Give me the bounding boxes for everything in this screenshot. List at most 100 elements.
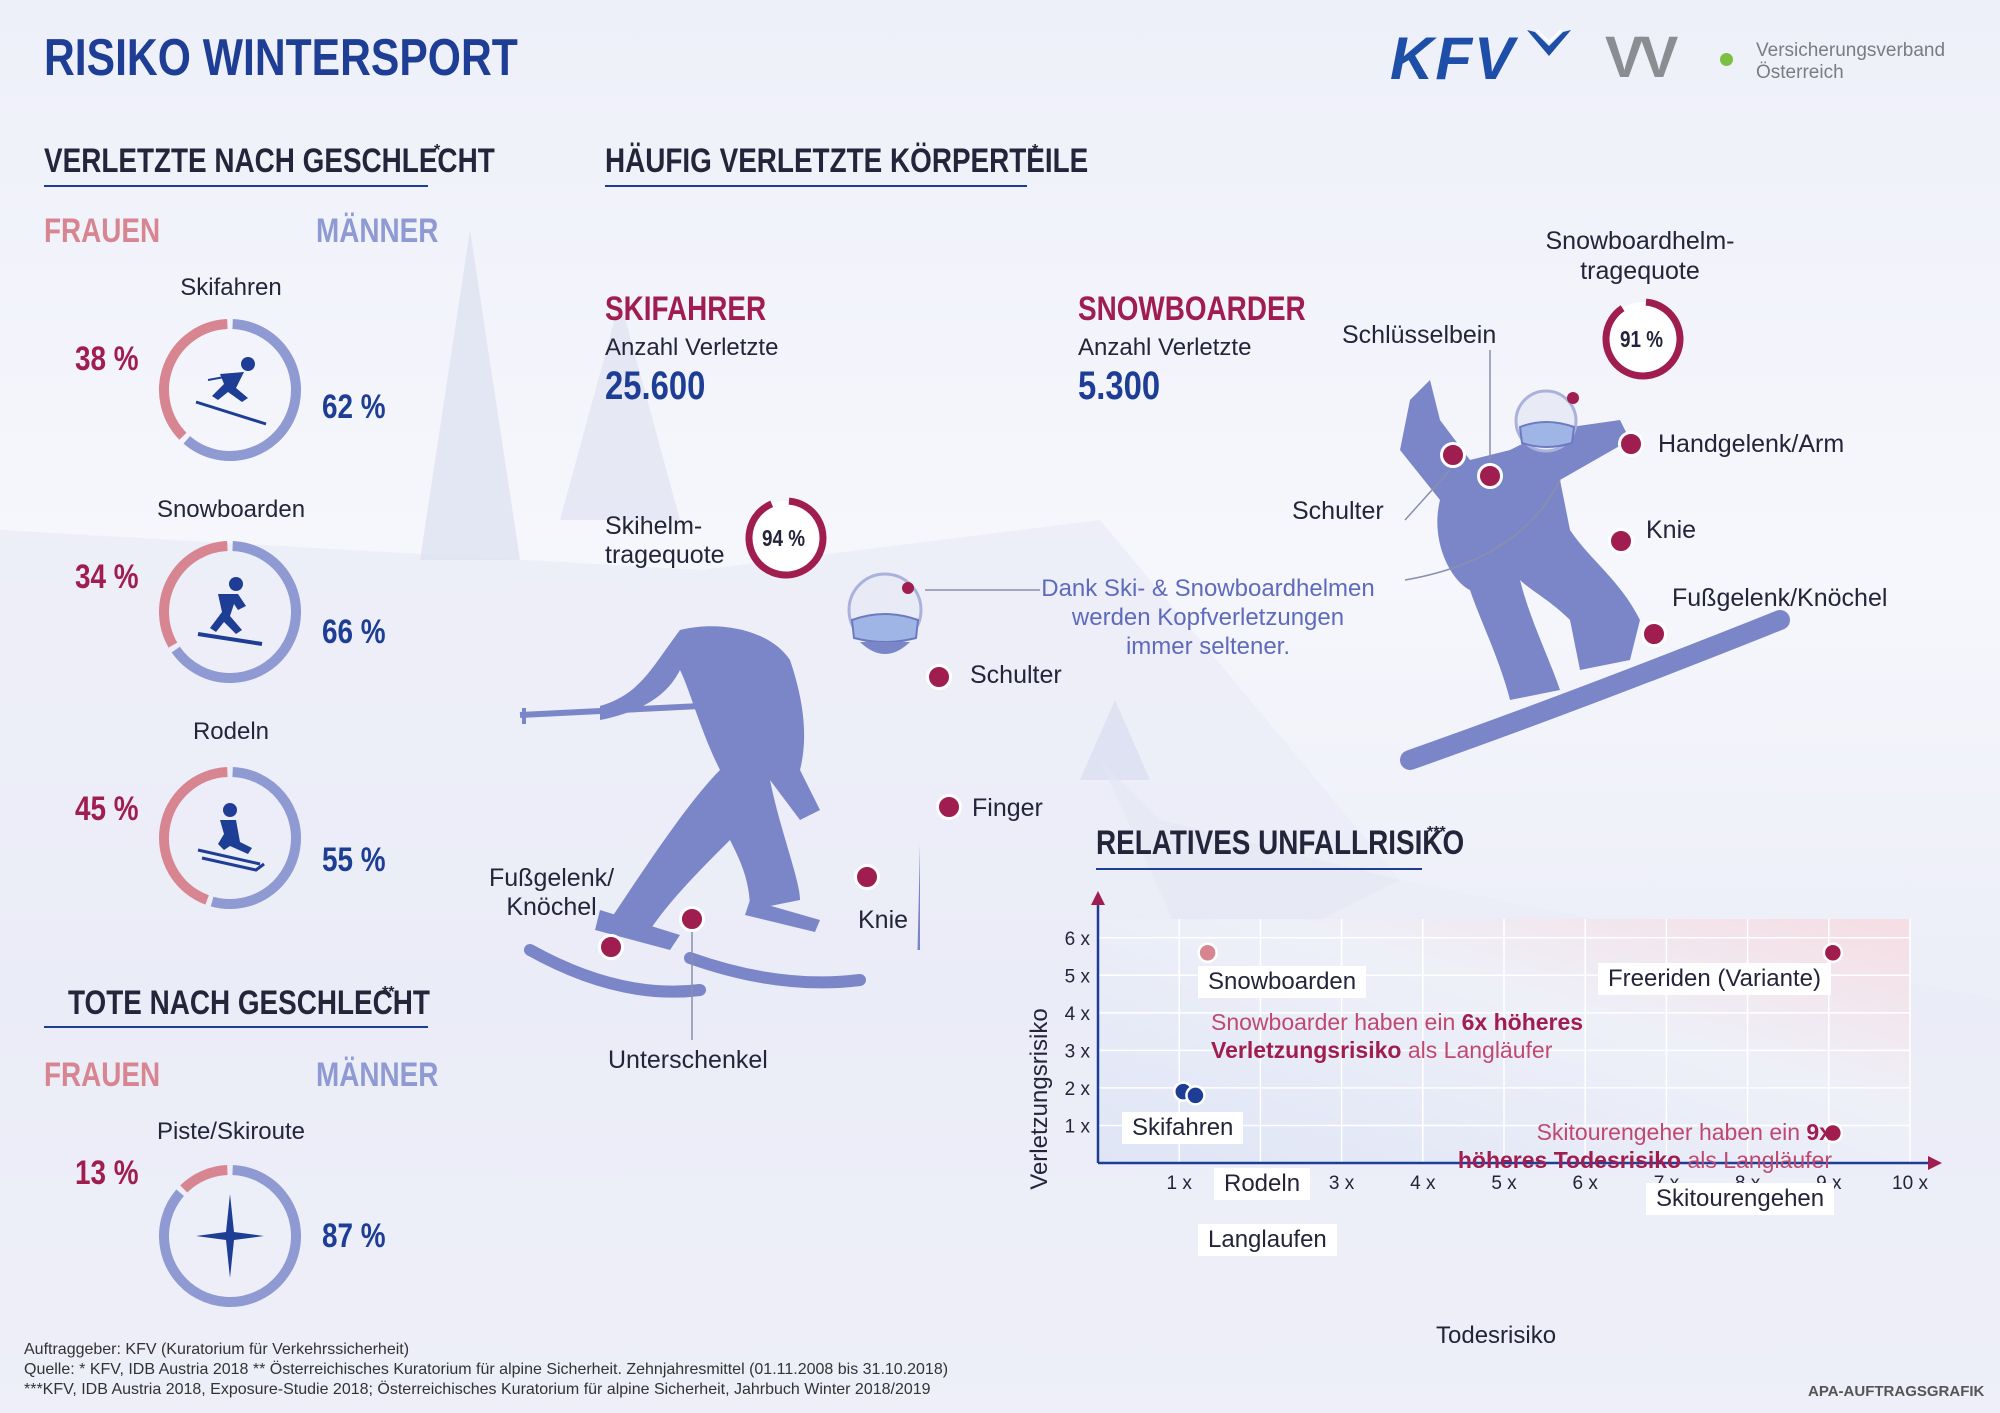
section-title-verletzte-star: * — [434, 142, 441, 159]
pct-maenner-snowboarden: 66 % — [322, 613, 386, 651]
injury-dot-ski-unterschenkel — [679, 906, 705, 932]
donut-snowboarden-maenner-arc — [171, 541, 301, 683]
point-label-skitourengehen: Skitourengehen — [1646, 1183, 1835, 1215]
x-axis-arrow — [1928, 1156, 1942, 1170]
pct-maenner-rodeln: 55 % — [322, 841, 386, 879]
snowboarder-head — [1514, 389, 1578, 453]
donut-rodeln — [159, 767, 301, 909]
injury-dot-sb-schulter — [1440, 442, 1466, 468]
sled-icon — [197, 803, 265, 872]
x-tick-label: 4 x — [1410, 1173, 1436, 1194]
pct-frauen-tote: 13 % — [75, 1154, 139, 1192]
y-tick-label: 3 x — [1065, 1041, 1091, 1062]
helm-ring-bg — [749, 501, 823, 575]
injury-dot-ski-finger — [936, 794, 962, 820]
y-tick-label: 6 x — [1065, 929, 1091, 950]
point-label-snowboarden: Snowboarden — [1198, 966, 1367, 998]
scatter-point-snowboarden — [1197, 942, 1218, 964]
injury-dot-sb-handgelenk — [1618, 431, 1644, 457]
page-title: RISIKO WINTERSPORT — [44, 29, 518, 87]
sport-label-piste: Piste/Skiroute — [156, 1118, 306, 1145]
skifahrer-count: 25.600 — [605, 364, 706, 408]
legend-frauen-tote: FRAUEN — [44, 1056, 161, 1094]
injury-dot-sb-fuss — [1641, 621, 1667, 647]
section-underline-verletzte — [44, 185, 428, 187]
pct-maenner-tote: 87 % — [322, 1217, 386, 1255]
sport-label-snowboarden: Snowboarden — [156, 496, 306, 523]
injury-dot-sb-head — [1567, 392, 1579, 404]
pct-frauen-skifahren: 38 % — [75, 340, 139, 378]
x-tick-label: 10 x — [1892, 1173, 1928, 1194]
x-tick-label: 3 x — [1329, 1173, 1355, 1194]
skifahrer-sub: Anzahl Verletzte — [605, 334, 779, 361]
sport-label-rodeln: Rodeln — [192, 718, 270, 745]
chart-title: RELATIVES UNFALLRISIKO — [1096, 824, 1465, 862]
donut-skifahren — [159, 319, 301, 461]
label-sb-fuss: Fußgelenk/Knöchel — [1672, 584, 1888, 612]
donut-rodeln-frauen-arc — [159, 767, 228, 905]
chart-xlabel: Todesrisiko — [1436, 1322, 1557, 1349]
label-sb-knie: Knie — [1646, 516, 1697, 544]
label-sb-schluesselbein: Schlüsselbein — [1342, 321, 1497, 349]
x-tick-label: 5 x — [1491, 1173, 1517, 1194]
footer-credit: APA-AUFTRAGSGRAFIK — [1808, 1383, 1985, 1400]
point-label-langlaufen: Langlaufen — [1198, 1224, 1337, 1256]
injury-dot-ski-schulter — [926, 664, 952, 690]
section-underline-koerperteile — [605, 185, 1027, 187]
vv-logo-text: Versicherungsverband Österreich — [1756, 40, 1946, 83]
helm-ring-arc — [745, 497, 827, 579]
ski-helm-pct: 94 % — [762, 525, 805, 551]
chart-title-star: *** — [1427, 824, 1446, 841]
scatter-point-skitourengehen — [1822, 1122, 1844, 1144]
kfv-logo: KFV — [1390, 25, 1516, 92]
section-title-verletzte: VERLETZTE NACH GESCHLECHT — [44, 142, 495, 180]
donut-tote — [159, 1165, 301, 1307]
skier-icon — [195, 357, 267, 426]
injury-dot-ski-fuss — [598, 934, 624, 960]
snowboarder-title: SNOWBOARDER — [1078, 290, 1306, 328]
section-underline-tote — [44, 1026, 428, 1028]
ski-helm-ring — [745, 497, 827, 579]
y-tick-label: 5 x — [1065, 966, 1091, 987]
sb-helm-pct: 91 % — [1620, 326, 1663, 352]
y-axis-arrow — [1091, 891, 1105, 905]
donut-skifahren-maenner-arc — [183, 319, 301, 461]
skifahrer-title: SKIFAHRER — [605, 290, 767, 328]
donut-skifahren-frauen-arc — [159, 319, 228, 440]
snowboarder-icon — [197, 577, 263, 646]
label-sb-schulter: Schulter — [1292, 497, 1384, 525]
chart-note-skitouren: Skitourengeher haben ein 9x höheres Tode… — [1457, 1119, 1832, 1173]
sport-label-skifahren: Skifahren — [180, 274, 282, 301]
label-ski-schulter: Schulter — [970, 661, 1062, 689]
sb-helm-label: Snowboardhelm- tragequote — [1545, 227, 1735, 285]
label-ski-fuss: Fußgelenk/ Knöchel — [489, 864, 615, 921]
legend-maenner-tote: MÄNNER — [316, 1056, 439, 1094]
helm-ring-arc — [1602, 298, 1684, 380]
x-tick-label: 1 x — [1167, 1173, 1193, 1194]
scatter-point-rodeln — [1185, 1085, 1206, 1106]
legend-maenner: MÄNNER — [316, 212, 439, 250]
injury-dot-ski-head — [902, 582, 914, 594]
pct-frauen-rodeln: 45 % — [75, 790, 139, 828]
footer-sources: Auftraggeber: KFV (Kuratorium für Verkeh… — [24, 1341, 949, 1398]
vv-logo: VV — [1605, 25, 1678, 90]
donut-snowboarden-frauen-arc — [159, 541, 228, 648]
scatter-point-freeriden — [1822, 942, 1844, 964]
sb-helm-ring — [1602, 298, 1684, 380]
point-label-skifahren: Skifahren — [1122, 1112, 1244, 1144]
donut-snowboarden — [159, 541, 301, 683]
y-tick-label: 1 x — [1065, 1116, 1091, 1137]
injury-dot-sb-schluesselbein — [1477, 463, 1503, 489]
skier-figure — [519, 626, 920, 998]
label-ski-knie: Knie — [858, 906, 909, 934]
label-ski-unterschenkel: Unterschenkel — [608, 1046, 768, 1074]
helmet-note: Dank Ski- & Snowboardhelmen werden Kopfv… — [1041, 575, 1375, 660]
injury-dot-sb-knie — [1608, 528, 1634, 554]
section-title-tote-star: ** — [382, 984, 395, 1001]
snowboarder-count: 5.300 — [1078, 364, 1161, 408]
injury-dot-ski-knie — [854, 864, 880, 890]
pct-maenner-skifahren: 62 % — [322, 388, 386, 426]
section-title-koerperteile: HÄUFIG VERLETZTE KÖRPERTEILE — [605, 142, 1089, 180]
chart-title-underline — [1096, 868, 1422, 870]
